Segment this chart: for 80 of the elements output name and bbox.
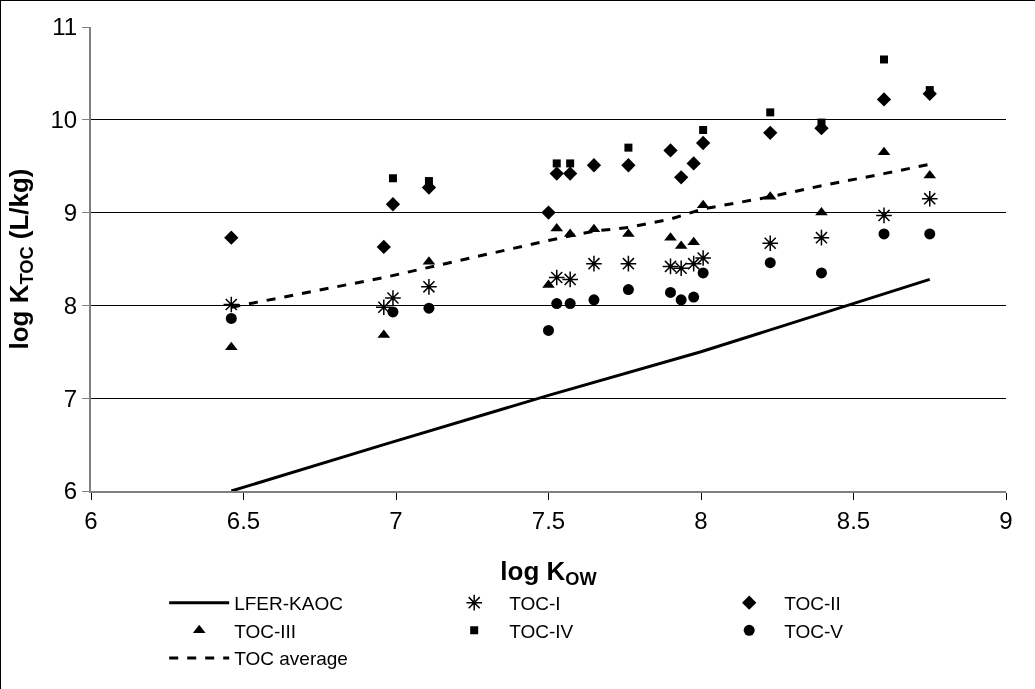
point [761, 234, 779, 252]
point [923, 169, 937, 179]
point [549, 166, 564, 181]
point [694, 249, 712, 267]
point [675, 294, 687, 306]
legend-label: TOC-I [509, 593, 561, 615]
legend-label: TOC-III [234, 620, 297, 642]
point [585, 255, 603, 273]
point [225, 312, 237, 324]
x-tick-label: 8.5 [836, 506, 871, 534]
legend-label: TOC-IV [509, 620, 574, 642]
point [876, 92, 892, 107]
point [548, 269, 566, 287]
point [385, 197, 401, 212]
point [672, 259, 690, 277]
x-tick-label: 6.5 [226, 506, 261, 534]
point [665, 286, 676, 298]
point [686, 156, 701, 171]
x-tick-label: 6 [84, 506, 98, 534]
point [420, 278, 438, 296]
point [552, 159, 561, 168]
point [764, 257, 776, 269]
point [541, 205, 556, 220]
point [878, 228, 890, 240]
point [622, 284, 634, 296]
point [387, 306, 399, 318]
point [224, 230, 239, 245]
point [687, 236, 701, 246]
point [624, 143, 633, 152]
y-tick-label: 8 [63, 291, 78, 319]
point [388, 174, 397, 183]
point [663, 143, 678, 158]
x-tick-label: 7 [389, 506, 403, 534]
point [699, 126, 708, 135]
y-tick-label: 7 [63, 384, 78, 412]
point [566, 159, 575, 168]
y-tick-label: 11 [52, 13, 78, 41]
legend-label: TOC average [234, 648, 348, 670]
point [543, 324, 554, 336]
legend-label: TOC-II [784, 593, 841, 615]
point [561, 270, 579, 288]
point [551, 298, 563, 310]
point [550, 222, 564, 232]
point [685, 255, 703, 273]
point [376, 239, 391, 255]
point [384, 289, 402, 307]
point [619, 255, 637, 273]
y-tick-label: 9 [63, 199, 78, 226]
point [880, 55, 888, 64]
point [921, 190, 939, 208]
y-tick-label: 10 [50, 106, 78, 134]
point [763, 125, 778, 140]
point [564, 298, 576, 310]
point [586, 158, 602, 173]
x-tick-label: 8 [694, 506, 708, 534]
point [817, 118, 826, 127]
point [697, 267, 709, 279]
legend-label: LFER-KAOC [234, 593, 343, 615]
legend-label: TOC-V [784, 620, 844, 642]
point [222, 295, 240, 314]
point [621, 158, 636, 173]
x-tick-label: 7.5 [531, 506, 566, 534]
point [812, 229, 831, 247]
point [924, 228, 936, 240]
x-tick-label: 9 [999, 506, 1013, 534]
x-axis-title: log K$_{OW}$ [500, 556, 598, 590]
point [815, 267, 827, 279]
y-tick-label: 6 [63, 477, 78, 505]
point [877, 146, 891, 156]
point [588, 294, 600, 306]
point [423, 302, 435, 314]
point [661, 257, 680, 275]
point [688, 291, 700, 303]
point [424, 177, 433, 186]
point [695, 135, 711, 151]
point [674, 170, 689, 185]
point [563, 166, 578, 181]
point [375, 298, 393, 316]
point [766, 108, 775, 117]
point [875, 206, 893, 224]
